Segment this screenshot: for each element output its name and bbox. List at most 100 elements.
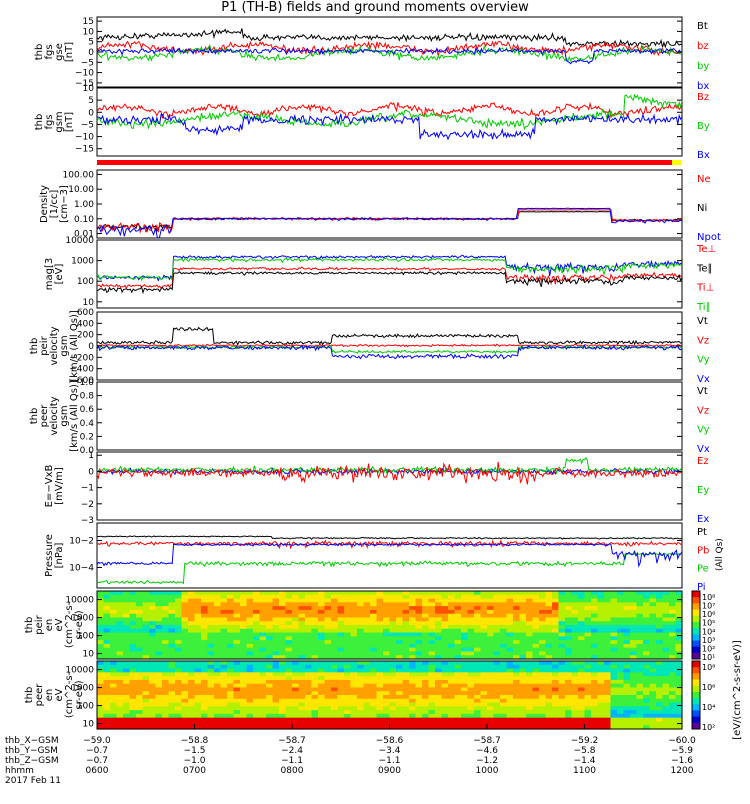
- spectrogram-cell: [552, 625, 560, 630]
- spectrogram-cell: [201, 717, 209, 723]
- spectrogram-cell: [279, 591, 287, 596]
- spectrogram-cell: [519, 640, 527, 645]
- spectrogram-cell: [324, 625, 332, 630]
- spectrogram-cell: [292, 621, 300, 626]
- spectrogram-cell: [623, 613, 631, 619]
- spectrogram-cell: [428, 640, 436, 645]
- spectrogram-cell: [259, 621, 267, 626]
- spectrogram-cell: [610, 655, 618, 660]
- spectrogram-cell: [519, 679, 527, 685]
- spectrogram-cell: [519, 702, 527, 707]
- spectrogram-cell: [116, 698, 124, 704]
- spectrogram-cell: [253, 643, 261, 649]
- spectrogram-cell: [188, 647, 196, 653]
- spectrogram-cell: [591, 664, 599, 670]
- spectrogram-cell: [526, 702, 534, 707]
- spectrogram-cell: [558, 698, 566, 704]
- spectrogram-cell: [532, 594, 540, 600]
- spectrogram-cell: [376, 725, 384, 730]
- spectrogram-cell: [259, 636, 267, 641]
- spectrogram-cell: [233, 710, 241, 715]
- spectrogram-cell: [656, 606, 664, 611]
- spectrogram-cell: [513, 672, 521, 677]
- spectrogram-cell: [396, 721, 404, 726]
- spectrogram-cell: [370, 687, 378, 692]
- spectrogram-cell: [597, 598, 605, 603]
- spectrogram-cell: [532, 606, 540, 611]
- spectrogram-cell: [428, 713, 436, 719]
- spectrogram-cell: [656, 672, 664, 677]
- spectrogram-cell: [168, 651, 176, 656]
- spectrogram-cell: [467, 651, 475, 656]
- spectrogram-cell: [155, 625, 163, 630]
- spectrogram-cell: [194, 676, 202, 681]
- spectrogram-cell: [188, 591, 196, 596]
- spectrogram-cell: [155, 717, 163, 723]
- spectrogram-cell: [116, 602, 124, 607]
- spectrogram-cell: [194, 591, 202, 596]
- spectrogram-cell: [350, 625, 358, 630]
- spectrogram-cell: [409, 717, 417, 723]
- spectrogram-cell: [578, 591, 586, 596]
- spectrogram-cell: [558, 594, 566, 600]
- spectrogram-cell: [643, 661, 651, 666]
- spectrogram-cell: [370, 625, 378, 630]
- spectrogram-cell: [389, 647, 397, 653]
- spectrogram-cell: [155, 651, 163, 656]
- spectrogram-cell: [129, 687, 137, 692]
- spectrogram-cell: [272, 609, 280, 615]
- spectrogram-cell: [129, 721, 137, 726]
- legend-efield-item: Ez: [697, 456, 709, 467]
- spectrogram-cell: [311, 625, 319, 630]
- spectrogram-cell: [454, 609, 462, 615]
- spectrogram-cell: [344, 702, 352, 707]
- x-tick-label: −1.0: [184, 756, 206, 766]
- spectrogram-cell: [259, 691, 267, 696]
- spectrogram-cell: [181, 602, 189, 607]
- spectrogram-cell: [97, 717, 105, 723]
- spectrogram-cell: [545, 672, 553, 677]
- spectrogram-cell: [643, 668, 651, 673]
- spectrogram-cell: [519, 676, 527, 681]
- spectrogram-cell: [389, 698, 397, 704]
- spectrogram-cell: [500, 695, 508, 700]
- spectrogram-cell: [558, 710, 566, 715]
- spectrogram-cell: [194, 643, 202, 649]
- y-tick-label: −10: [75, 133, 94, 143]
- spectrogram-cell: [129, 710, 137, 715]
- spectrogram-cell: [649, 628, 657, 634]
- spectrogram-cell: [656, 725, 664, 730]
- spectrogram-cell: [214, 702, 222, 707]
- y-axis-label: peir: [34, 614, 45, 634]
- spectrogram-cell: [532, 706, 540, 711]
- spectrogram-cell: [623, 668, 631, 673]
- spectrogram-cell: [162, 643, 170, 649]
- spectrogram-cell: [480, 655, 488, 660]
- spectrogram-cell: [155, 687, 163, 692]
- x-tick-label: −58.8: [181, 736, 209, 746]
- spectrogram-cell: [571, 613, 579, 619]
- spectrogram-cell: [448, 672, 456, 677]
- spectrogram-cell: [487, 721, 495, 726]
- spectrogram-cell: [500, 679, 508, 685]
- spectrogram-cell: [571, 668, 579, 673]
- spectrogram-cell: [675, 725, 683, 730]
- spectrogram-cell: [435, 602, 443, 607]
- spectrogram-cell: [617, 655, 625, 660]
- spectrogram-cell: [389, 706, 397, 711]
- spectrogram-cell: [142, 591, 150, 596]
- spectrogram-cell: [526, 721, 534, 726]
- spectrogram-cell: [506, 617, 514, 622]
- spectrogram-cell: [136, 695, 144, 700]
- spectrogram-cell: [539, 640, 547, 645]
- spectrogram-cell: [162, 695, 170, 700]
- spectrogram-cell: [428, 591, 436, 596]
- spectrogram-cell: [669, 668, 677, 673]
- spectrogram-cell: [168, 687, 176, 692]
- spectrogram-cell: [454, 717, 462, 723]
- panel-frame-peir_spectrogram: [96, 590, 683, 660]
- spectrogram-cell: [240, 617, 248, 622]
- spectrogram-cell: [136, 664, 144, 670]
- spectrogram-cell: [591, 640, 599, 645]
- spectrogram-cell: [246, 640, 254, 645]
